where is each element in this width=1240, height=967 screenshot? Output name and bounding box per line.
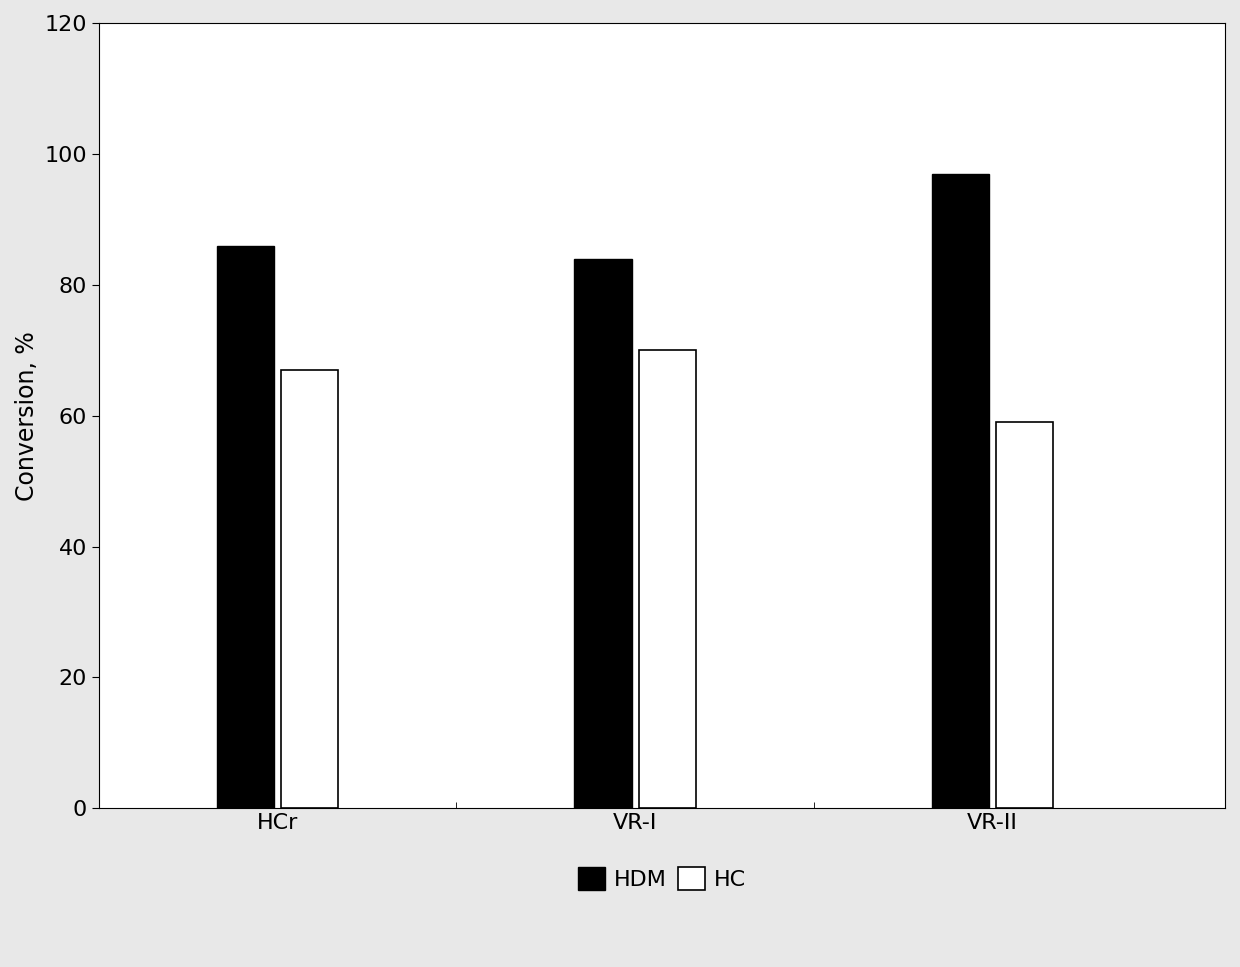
Legend: HDM, HC: HDM, HC [569, 859, 754, 899]
Bar [932, 173, 990, 808]
Bar [639, 350, 696, 808]
Bar [281, 369, 339, 808]
Bar [217, 246, 274, 808]
Bar [996, 423, 1054, 808]
Y-axis label: Conversion, %: Conversion, % [15, 331, 38, 501]
Bar [574, 258, 631, 808]
